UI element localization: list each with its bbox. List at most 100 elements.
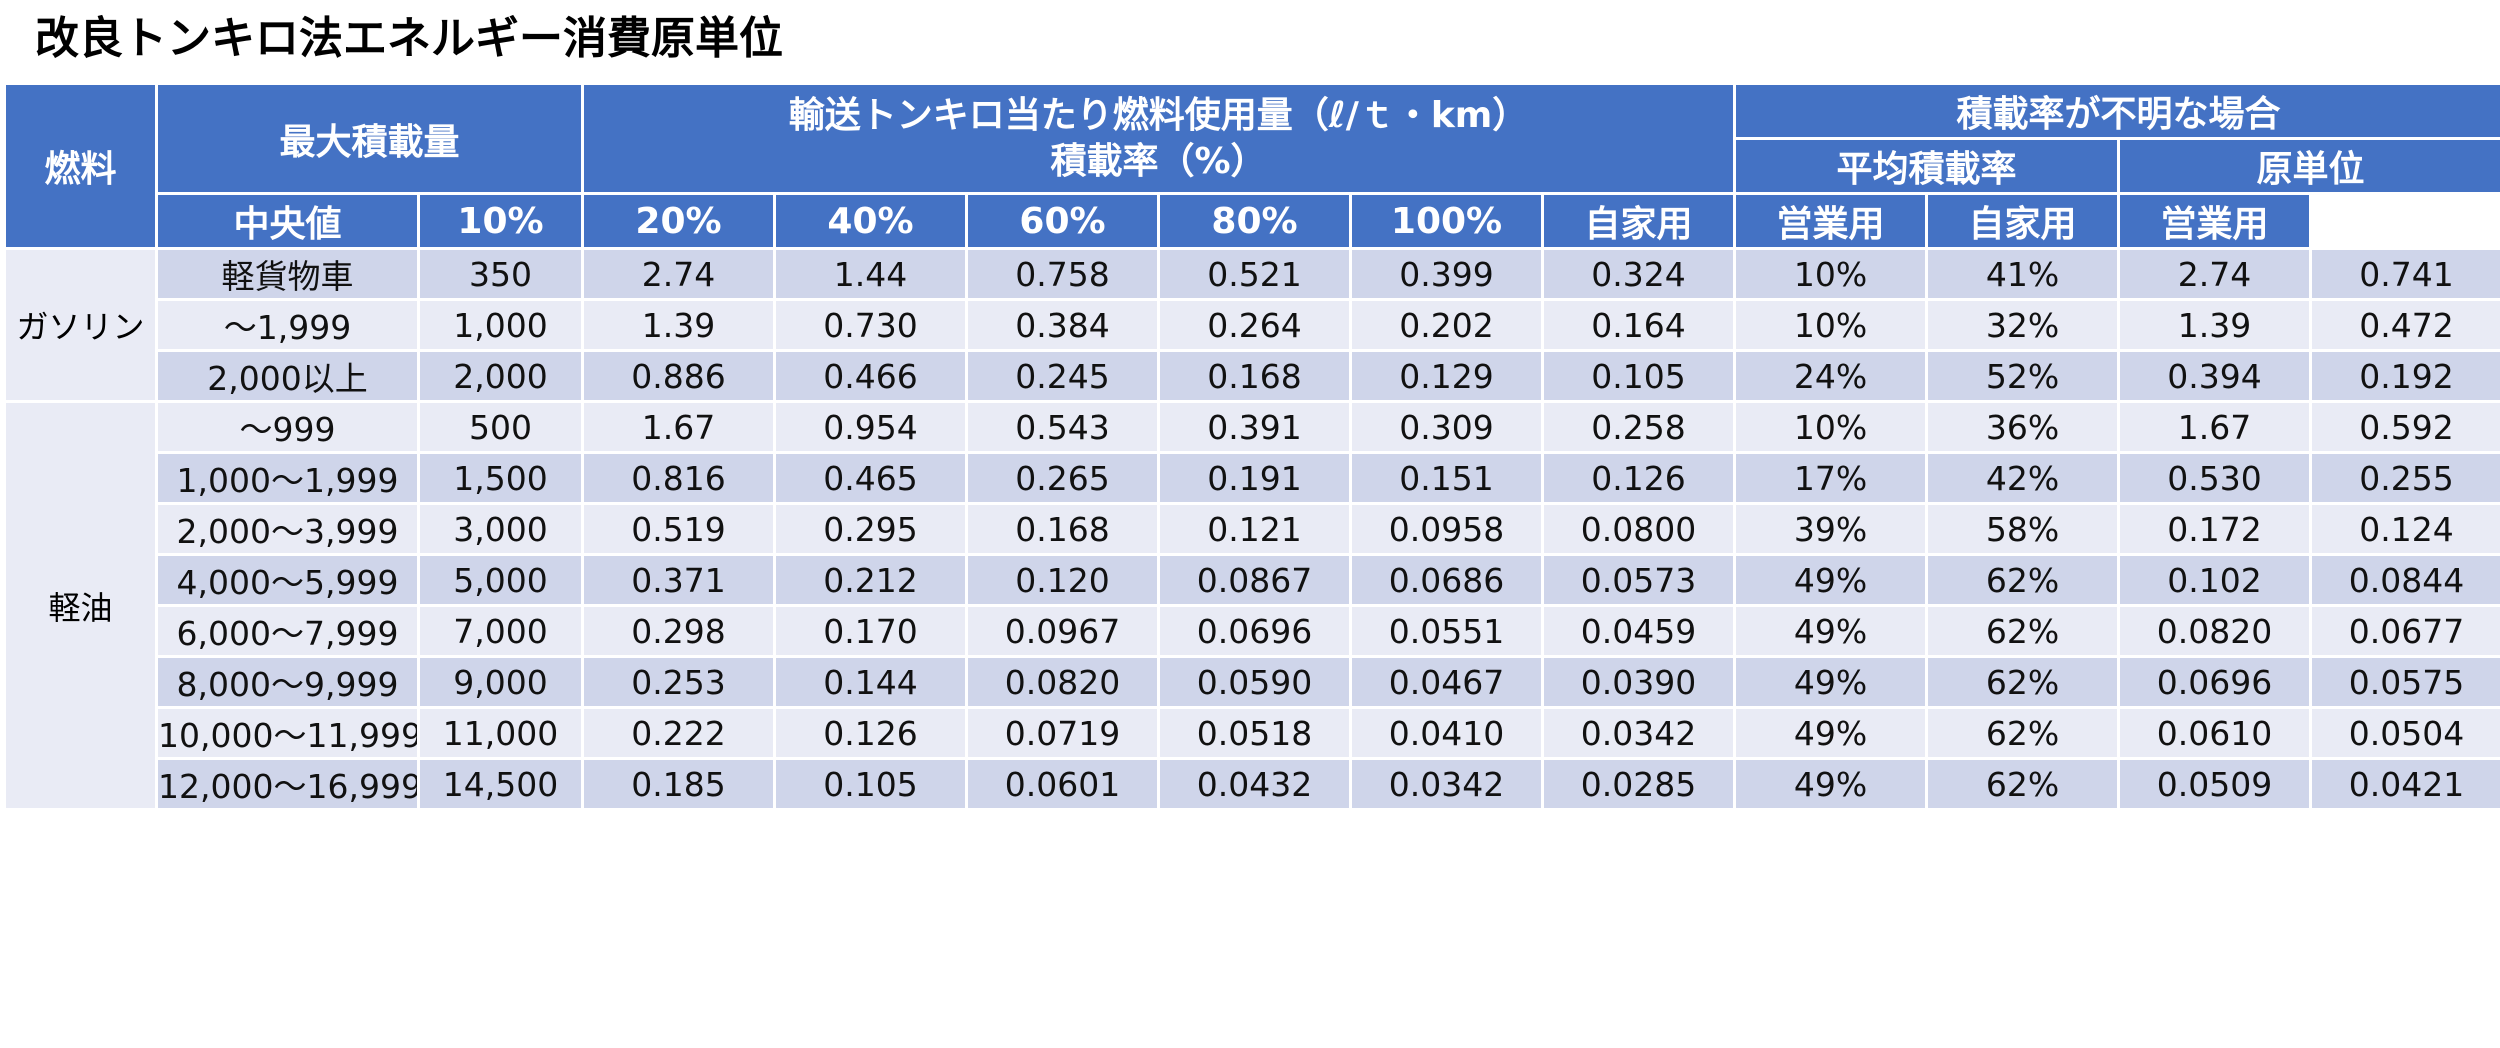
cell-unit-private: 2.74 bbox=[2117, 247, 2313, 301]
cell-rate-80: 0.202 bbox=[1349, 298, 1545, 352]
cell-rate-40: 0.0820 bbox=[965, 655, 1161, 709]
table-row: 2,000以上 2,000 0.886 0.466 0.245 0.168 0.129 0.1… bbox=[5, 349, 2500, 403]
cell-unit-private: 0.530 bbox=[2117, 451, 2313, 505]
cell-rate-80: 0.0467 bbox=[1349, 655, 1545, 709]
cell-max-load: ～1,999 bbox=[155, 298, 420, 352]
header-fuel-use-line1: 輸送トンキロ当たり燃料使用量（ℓ/ｔ・km） bbox=[788, 94, 1529, 136]
cell-rate-60: 0.0432 bbox=[1157, 757, 1353, 811]
table-row: 2,000～3,999 3,000 0.519 0.295 0.168 0.121 0.09… bbox=[5, 502, 2500, 556]
table-row: 1,000～1,999 1,500 0.816 0.465 0.265 0.191 0.15… bbox=[5, 451, 2500, 505]
cell-rate-80: 0.0551 bbox=[1349, 604, 1545, 658]
header-unit: 原単位 bbox=[2117, 137, 2500, 195]
cell-rate-60: 0.391 bbox=[1157, 400, 1353, 454]
cell-avg-private: 49% bbox=[1733, 553, 1929, 607]
cell-median: 7,000 bbox=[416, 604, 585, 658]
cell-avg-commercial: 62% bbox=[1925, 757, 2121, 811]
cell-median: 14,500 bbox=[416, 757, 585, 811]
header-rate-10: 10% bbox=[416, 192, 585, 250]
cell-unit-commercial: 0.592 bbox=[2309, 400, 2500, 454]
cell-rate-80: 0.151 bbox=[1349, 451, 1545, 505]
cell-unit-commercial: 0.0844 bbox=[2309, 553, 2500, 607]
cell-max-load: 2,000～3,999 bbox=[155, 502, 420, 556]
header-avg-load: 平均積載率 bbox=[1733, 137, 2121, 195]
cell-unit-private: 0.0610 bbox=[2117, 706, 2313, 760]
cell-avg-commercial: 52% bbox=[1925, 349, 2121, 403]
cell-rate-40: 0.384 bbox=[965, 298, 1161, 352]
cell-rate-100: 0.0285 bbox=[1541, 757, 1737, 811]
header-rate-60: 60% bbox=[965, 192, 1161, 250]
table-row: 6,000～7,999 7,000 0.298 0.170 0.0967 0.0696 0.… bbox=[5, 604, 2500, 658]
cell-unit-commercial: 0.741 bbox=[2309, 247, 2500, 301]
table-row: 4,000～5,999 5,000 0.371 0.212 0.120 0.0867 0.0… bbox=[5, 553, 2500, 607]
cell-rate-10: 1.39 bbox=[581, 298, 777, 352]
cell-max-load: 10,000～11,999 bbox=[155, 706, 420, 760]
table-row: 12,000～16,999 14,500 0.185 0.105 0.0601 0.043… bbox=[5, 757, 2500, 811]
cell-max-load: 2,000以上 bbox=[155, 349, 420, 403]
cell-avg-commercial: 42% bbox=[1925, 451, 2121, 505]
cell-avg-commercial: 41% bbox=[1925, 247, 2121, 301]
header-avg-private: 自家用 bbox=[1541, 192, 1737, 250]
cell-avg-private: 17% bbox=[1733, 451, 1929, 505]
cell-rate-100: 0.258 bbox=[1541, 400, 1737, 454]
cell-rate-60: 0.0696 bbox=[1157, 604, 1353, 658]
cell-max-load: ～999 bbox=[155, 400, 420, 454]
cell-rate-100: 0.0573 bbox=[1541, 553, 1737, 607]
cell-avg-commercial: 62% bbox=[1925, 655, 2121, 709]
header-rate-40: 40% bbox=[773, 192, 969, 250]
cell-unit-commercial: 0.0677 bbox=[2309, 604, 2500, 658]
cell-median: 3,000 bbox=[416, 502, 585, 556]
cell-rate-10: 0.886 bbox=[581, 349, 777, 403]
table-row: 8,000～9,999 9,000 0.253 0.144 0.0820 0.0590 0.… bbox=[5, 655, 2500, 709]
cell-rate-60: 0.168 bbox=[1157, 349, 1353, 403]
cell-unit-private: 0.394 bbox=[2117, 349, 2313, 403]
table-row: 10,000～11,999 11,000 0.222 0.126 0.0719 0.051… bbox=[5, 706, 2500, 760]
table-row: ガソリン 軽貨物車 350 2.74 1.44 0.758 0.521 0.399 0.324 1… bbox=[3, 247, 2500, 403]
cell-rate-80: 0.129 bbox=[1349, 349, 1545, 403]
fuel-cell: 軽油 bbox=[3, 400, 158, 811]
cell-rate-40: 0.168 bbox=[965, 502, 1161, 556]
cell-unit-commercial: 0.472 bbox=[2309, 298, 2500, 352]
cell-rate-20: 0.212 bbox=[773, 553, 969, 607]
cell-rate-40: 0.543 bbox=[965, 400, 1161, 454]
cell-rate-60: 0.0590 bbox=[1157, 655, 1353, 709]
cell-rate-10: 0.519 bbox=[581, 502, 777, 556]
cell-unit-private: 0.172 bbox=[2117, 502, 2313, 556]
cell-rate-10: 0.371 bbox=[581, 553, 777, 607]
cell-max-load: 1,000～1,999 bbox=[155, 451, 420, 505]
cell-rate-20: 0.466 bbox=[773, 349, 969, 403]
cell-rate-40: 0.245 bbox=[965, 349, 1161, 403]
cell-avg-private: 10% bbox=[1733, 400, 1929, 454]
cell-rate-60: 0.191 bbox=[1157, 451, 1353, 505]
cell-avg-commercial: 36% bbox=[1925, 400, 2121, 454]
cell-rate-40: 0.0967 bbox=[965, 604, 1161, 658]
cell-rate-100: 0.105 bbox=[1541, 349, 1737, 403]
cell-rate-20: 0.105 bbox=[773, 757, 969, 811]
cell-median: 500 bbox=[416, 400, 585, 454]
cell-rate-20: 0.954 bbox=[773, 400, 969, 454]
cell-unit-commercial: 0.124 bbox=[2309, 502, 2500, 556]
fuel-cell: ガソリン bbox=[3, 247, 158, 403]
cell-rate-100: 0.0390 bbox=[1541, 655, 1737, 709]
cell-avg-private: 49% bbox=[1733, 706, 1929, 760]
cell-rate-60: 0.0518 bbox=[1157, 706, 1353, 760]
table-row: ～1,999 1,000 1.39 0.730 0.384 0.264 0.202 0.164… bbox=[5, 298, 2500, 352]
cell-rate-20: 0.126 bbox=[773, 706, 969, 760]
cell-unit-private: 0.0696 bbox=[2117, 655, 2313, 709]
cell-median: 5,000 bbox=[416, 553, 585, 607]
cell-unit-private: 1.67 bbox=[2117, 400, 2313, 454]
cell-rate-80: 0.309 bbox=[1349, 400, 1545, 454]
cell-rate-40: 0.0719 bbox=[965, 706, 1161, 760]
cell-rate-40: 0.758 bbox=[965, 247, 1161, 301]
cell-rate-80: 0.0686 bbox=[1349, 553, 1545, 607]
cell-median: 9,000 bbox=[416, 655, 585, 709]
cell-rate-100: 0.0459 bbox=[1541, 604, 1737, 658]
cell-rate-40: 0.120 bbox=[965, 553, 1161, 607]
cell-avg-private: 49% bbox=[1733, 604, 1929, 658]
cell-rate-10: 2.74 bbox=[581, 247, 777, 301]
header-fuel-use-line2: 積載率（%） bbox=[1050, 140, 1267, 182]
cell-median: 350 bbox=[416, 247, 585, 301]
cell-unit-private: 0.102 bbox=[2117, 553, 2313, 607]
cell-rate-80: 0.399 bbox=[1349, 247, 1545, 301]
cell-rate-100: 0.164 bbox=[1541, 298, 1737, 352]
cell-rate-100: 0.0342 bbox=[1541, 706, 1737, 760]
